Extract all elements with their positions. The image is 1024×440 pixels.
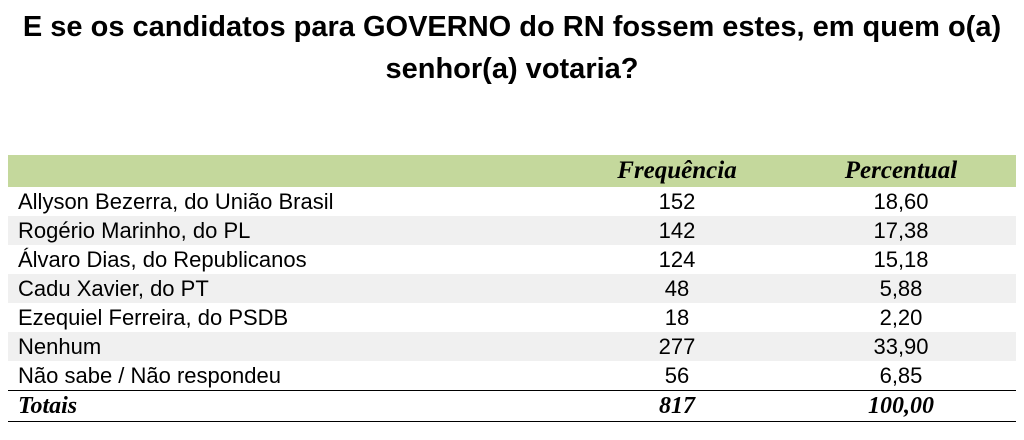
cell: 17,38	[786, 216, 1016, 245]
cell: 18,60	[873, 188, 929, 214]
cell: 142	[568, 216, 786, 245]
table-row: Rogério Marinho, do PL 142 17,38	[8, 216, 1016, 245]
table-body: Allyson Bezerra, do União Brasil 152 18,60…	[8, 187, 1016, 422]
table-row: Allyson Bezerra, do União Brasil 152 18,60	[8, 187, 1016, 216]
table-row: Ezequiel Ferreira, do PSDB 18 2,20	[8, 303, 1016, 332]
header-row: Frequência Percentual	[8, 155, 1016, 187]
cell: 33,90	[786, 332, 1016, 361]
results-table: Frequência Percentual Allyson Bezerra, d…	[8, 155, 1016, 422]
row-label: Álvaro Dias, do Republicanos	[18, 246, 307, 272]
cell: 6,85	[879, 362, 923, 388]
row-label: Allyson Bezerra, do União Brasil	[18, 188, 334, 214]
table-row: Totais 817 100,00	[8, 390, 1016, 422]
table-row: Cadu Xavier, do PT 48 5,88	[8, 274, 1016, 303]
cell: 124	[658, 246, 696, 272]
cell: 5,88	[786, 274, 1016, 303]
cell: 2,20	[879, 304, 923, 330]
row-label: Nenhum	[8, 332, 568, 361]
row-label: Cadu Xavier, do PT	[8, 274, 568, 303]
table-row: Álvaro Dias, do Republicanos 124 15,18	[8, 245, 1016, 274]
table-row: Não sabe / Não respondeu 56 6,85	[8, 361, 1016, 391]
header-cell: Frequência	[568, 155, 786, 187]
cell: 817	[568, 390, 786, 422]
cell: 277	[568, 332, 786, 361]
cell: 18	[664, 304, 690, 330]
cell: 100,00	[786, 390, 1016, 422]
header-cell: Percentual	[786, 155, 1016, 187]
cell: 48	[568, 274, 786, 303]
title: E se os candidatos para GOVERNO do RN fo…	[22, 11, 1002, 85]
cell: 15,18	[873, 246, 929, 272]
row-label: Não sabe / Não respondeu	[18, 362, 281, 388]
header-cell	[8, 155, 568, 187]
cell: 56	[664, 362, 690, 388]
row-label: Rogério Marinho, do PL	[8, 216, 568, 245]
cell: 152	[658, 188, 696, 214]
table-row: Nenhum 277 33,90	[8, 332, 1016, 361]
row-label: Ezequiel Ferreira, do PSDB	[18, 304, 289, 330]
row-label: Totais	[8, 390, 568, 422]
